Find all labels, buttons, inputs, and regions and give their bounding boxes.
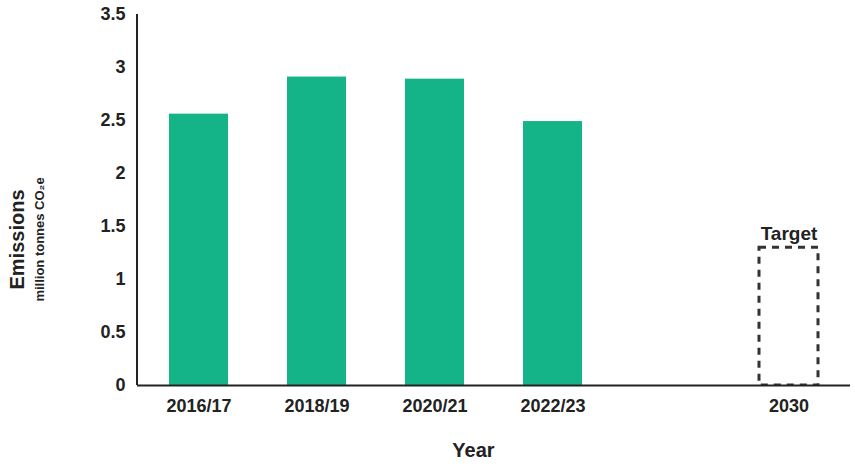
svg-text:2030: 2030	[769, 396, 809, 416]
svg-text:2.5: 2.5	[100, 110, 125, 130]
svg-text:2: 2	[115, 163, 125, 183]
svg-text:2016/17: 2016/17	[166, 396, 231, 416]
svg-text:Target: Target	[761, 223, 818, 244]
svg-text:2018/19: 2018/19	[284, 396, 349, 416]
svg-text:2022/23: 2022/23	[520, 396, 585, 416]
svg-text:million tonnes CO₂e: million tonnes CO₂e	[32, 177, 47, 301]
svg-text:1.5: 1.5	[100, 216, 125, 236]
svg-text:Year: Year	[452, 439, 494, 461]
svg-text:Emissions: Emissions	[6, 189, 28, 289]
svg-text:3.5: 3.5	[100, 4, 125, 24]
svg-text:0.5: 0.5	[100, 322, 125, 342]
svg-text:0: 0	[115, 375, 125, 395]
svg-text:1: 1	[115, 269, 125, 289]
svg-text:3: 3	[115, 57, 125, 77]
svg-text:2020/21: 2020/21	[402, 396, 467, 416]
